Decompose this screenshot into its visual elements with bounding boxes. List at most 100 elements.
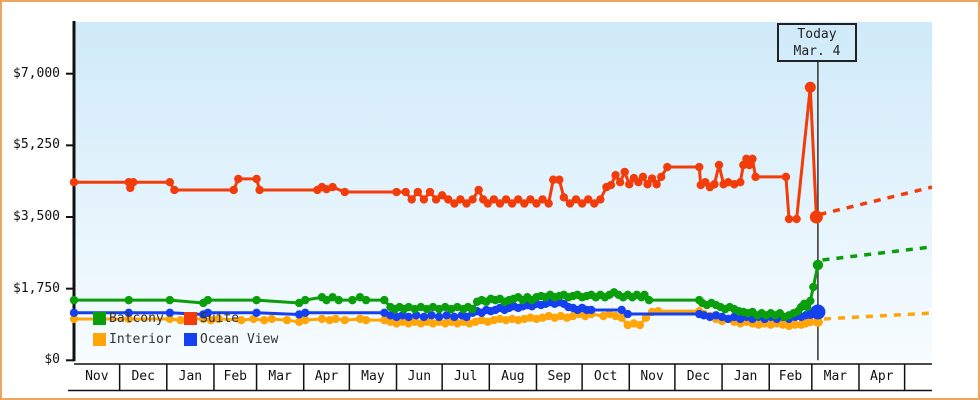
data-point-suite	[781, 172, 791, 182]
month-label-jan-14: Jan	[733, 369, 758, 384]
month-label-nov-12: Nov	[640, 369, 664, 384]
data-point-balcony	[69, 295, 79, 305]
data-point-interior	[617, 313, 626, 322]
data-point-ocean-view	[404, 312, 413, 322]
data-point-suite	[804, 81, 816, 93]
data-point-suite	[413, 187, 423, 197]
data-point-interior	[282, 315, 292, 325]
data-point-ocean-view	[442, 311, 451, 320]
data-point-suite	[538, 195, 547, 204]
data-point-interior	[237, 315, 246, 325]
data-point-suite	[520, 199, 529, 208]
data-point-interior	[176, 315, 185, 325]
data-point-suite	[751, 172, 760, 182]
data-point-ocean-view	[124, 308, 133, 318]
data-point-suite	[577, 199, 587, 208]
today-label: Today	[797, 27, 837, 42]
data-point-suite	[710, 180, 719, 189]
data-point-balcony	[806, 296, 815, 306]
legend: Balcony Suite Interior Ocean View	[93, 308, 278, 350]
data-point-interior	[301, 315, 310, 325]
data-point-suite	[565, 199, 575, 208]
data-point-suite	[544, 199, 553, 208]
projection-line-balcony	[822, 245, 933, 262]
data-point-suite	[647, 174, 657, 183]
data-point-suite	[611, 171, 620, 180]
data-point-ocean-view	[252, 308, 261, 318]
data-point-suite	[444, 195, 453, 204]
legend-label-balcony: Balcony	[109, 311, 164, 326]
data-point-ocean-view	[623, 309, 632, 319]
month-label-sep-10: Sep	[547, 369, 571, 384]
data-point-suite	[809, 210, 823, 224]
data-point-balcony	[812, 259, 824, 271]
data-point-interior	[331, 314, 340, 324]
data-point-suite	[407, 195, 416, 204]
data-point-suite	[571, 195, 581, 204]
data-point-suite	[474, 185, 483, 195]
data-point-suite	[328, 182, 337, 192]
suite-swatch	[184, 312, 197, 325]
data-point-suite	[652, 180, 661, 189]
data-point-suite	[695, 162, 704, 172]
data-point-suite	[229, 185, 238, 195]
data-point-suite	[450, 199, 459, 208]
data-point-suite	[583, 195, 593, 204]
y-tick-label-0: $0	[44, 352, 60, 367]
today-date: Mar. 4	[793, 44, 841, 59]
data-point-suite	[255, 185, 264, 195]
data-point-suite	[401, 187, 410, 197]
data-point-interior	[361, 315, 371, 325]
data-point-interior	[259, 315, 269, 325]
data-point-ocean-view	[462, 312, 471, 322]
data-point-balcony	[252, 295, 261, 305]
y-tick-label-3500: $3,500	[13, 209, 60, 224]
data-point-suite	[555, 175, 564, 184]
data-point-suite	[620, 167, 629, 177]
data-point-balcony	[380, 295, 389, 305]
month-axis: Nov Dec Jan Feb Mar Apr May Jun Jul Aug Sep Oct Nov D…	[2, 364, 978, 391]
data-point-interior	[124, 314, 133, 324]
data-point-interior	[812, 317, 823, 328]
data-point-ocean-view	[434, 312, 444, 322]
data-point-balcony	[124, 295, 133, 305]
data-point-suite	[425, 187, 435, 197]
data-point-suite	[489, 195, 499, 204]
data-point-ocean-view	[165, 308, 175, 318]
data-point-suite	[234, 174, 243, 184]
month-label-jul-8: Jul	[453, 369, 478, 384]
data-point-suite	[514, 195, 523, 204]
data-point-suite	[170, 185, 179, 195]
data-point-suite	[495, 199, 505, 208]
data-point-suite	[456, 195, 465, 204]
legend-item-interior: Interior	[93, 332, 184, 347]
data-point-suite	[165, 177, 175, 187]
data-point-ocean-view	[203, 308, 213, 318]
interior-swatch	[93, 333, 106, 346]
data-point-ocean-view	[617, 305, 626, 315]
data-point-balcony	[468, 304, 477, 314]
data-point-suite	[437, 191, 447, 200]
data-point-suite	[340, 187, 349, 197]
y-tick-label-1750: $1,750	[13, 281, 60, 296]
data-point-ocean-view	[810, 304, 826, 320]
data-point-suite	[736, 177, 745, 187]
data-point-suite	[526, 195, 535, 204]
month-label-may-6: May	[361, 369, 385, 384]
data-point-suite	[643, 180, 652, 189]
month-label-apr-17: Apr	[870, 369, 894, 384]
ocean-view-swatch	[184, 333, 197, 346]
data-point-suite	[606, 180, 616, 190]
y-tick-label-5250: $5,250	[13, 137, 60, 152]
data-point-interior	[206, 315, 216, 325]
data-point-suite	[549, 175, 558, 184]
month-label-dec-1: Dec	[131, 369, 155, 384]
data-point-interior	[317, 314, 327, 324]
data-point-balcony	[165, 295, 175, 305]
data-point-interior	[69, 314, 79, 324]
data-point-suite	[501, 195, 511, 204]
month-label-dec-13: Dec	[686, 369, 711, 384]
projection-line-interior	[823, 311, 933, 321]
data-point-interior	[165, 314, 175, 324]
